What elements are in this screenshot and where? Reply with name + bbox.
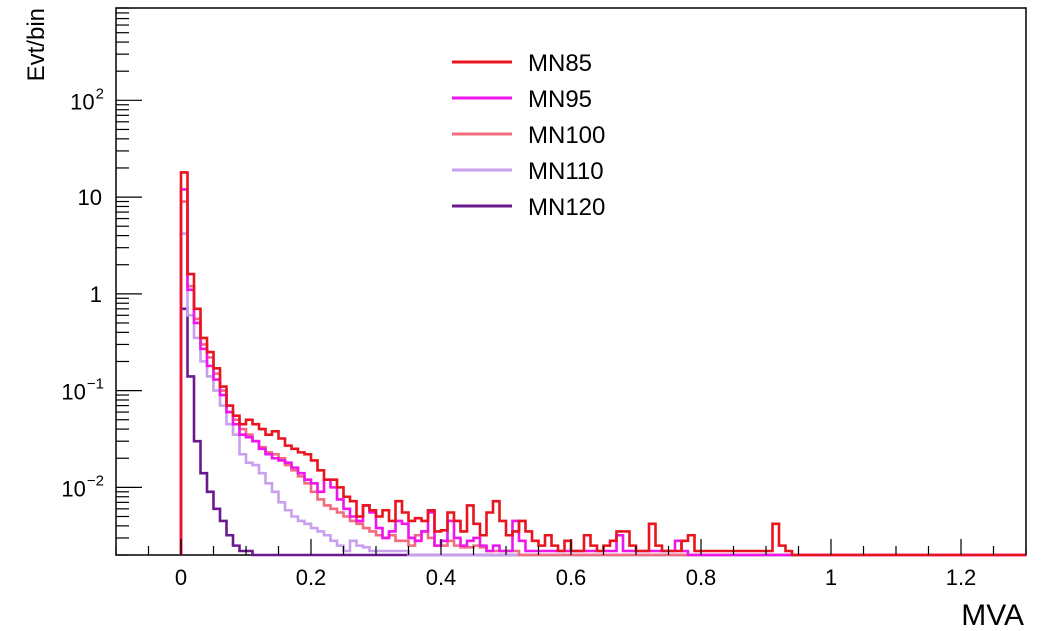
y-tick-label: 1: [90, 282, 102, 307]
x-tick-label: 1.2: [946, 565, 977, 590]
y-axis-title: Evt/bin: [23, 8, 50, 81]
y-tick-label: 10 −1: [61, 376, 104, 405]
legend-label-MN100: MN100: [528, 122, 605, 149]
y-tick-base: 10: [70, 89, 94, 114]
y-tick-base: 1: [90, 282, 102, 307]
x-axis-ticks: 0 0.2 0.4 0.6 0.8 1 1.2: [115, 539, 1027, 590]
series-MN85: [179, 171, 1026, 557]
x-tick-label: 1: [825, 565, 837, 590]
y-tick-exponent: −2: [87, 472, 104, 489]
x-tick-label: 0.2: [296, 565, 327, 590]
legend-label-MN95: MN95: [528, 86, 592, 113]
x-tick-label: 0.8: [686, 565, 717, 590]
x-tick-label: 0: [175, 565, 187, 590]
series-MN95: [179, 188, 1026, 557]
y-tick-label: 10 −2: [61, 472, 104, 501]
legend-label-MN85: MN85: [528, 50, 592, 77]
y-tick-label: 10: [78, 185, 102, 210]
legend: MN85 MN95 MN100 MN110 MN120: [452, 50, 605, 221]
legend-label-MN120: MN120: [528, 194, 605, 221]
y-tick-base: 10: [61, 476, 85, 501]
y-tick-label: 10 2: [70, 85, 104, 114]
x-tick-label: 0.4: [426, 565, 457, 590]
y-tick-base: 10: [61, 380, 85, 405]
x-axis-title: MVA: [961, 599, 1024, 631]
series-MN120: [179, 307, 1026, 557]
legend-label-MN110: MN110: [528, 158, 604, 185]
series-layer: [179, 171, 1026, 557]
x-tick-label: 0.6: [556, 565, 587, 590]
series-MN110: [179, 232, 1026, 557]
y-tick-exponent: 2: [96, 85, 104, 102]
series-MN100: [179, 200, 1026, 557]
y-tick-base: 10: [78, 185, 102, 210]
y-tick-exponent: −1: [87, 376, 104, 393]
